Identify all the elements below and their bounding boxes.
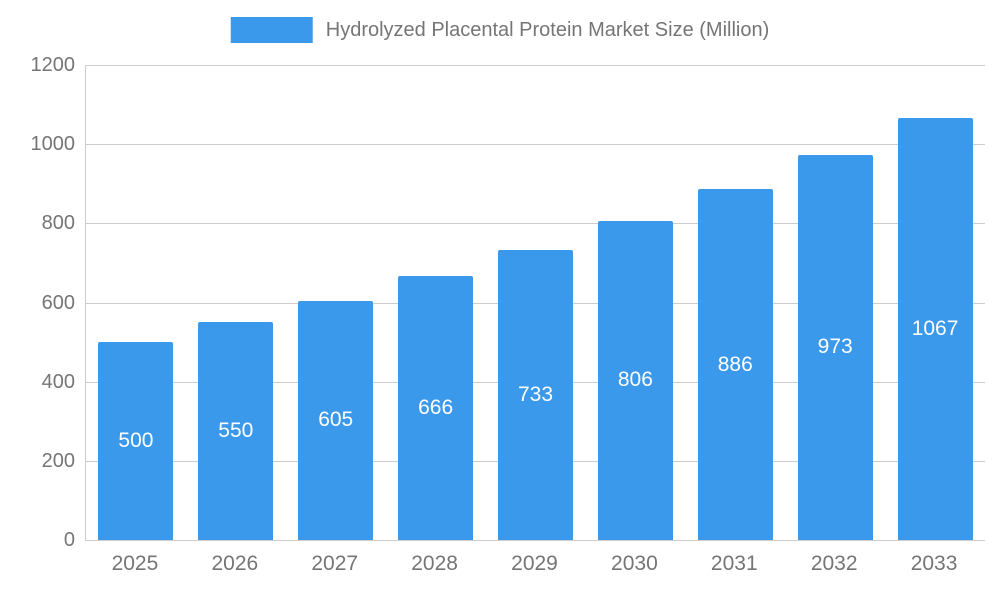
legend-label: Hydrolyzed Placental Protein Market Size… (325, 18, 770, 41)
x-axis-tick-label: 2027 (311, 552, 359, 575)
bar-slot-2026: 550 (186, 65, 286, 540)
legend-color-swatch (230, 17, 313, 43)
x-axis-tick-label: 2025 (111, 552, 159, 575)
bar-value-label: 973 (817, 335, 853, 359)
bar-slot-2031: 886 (685, 65, 785, 540)
bar-slot-2025: 500 (86, 65, 186, 540)
bar-slot-2033: 1067 (885, 65, 985, 540)
bar-slot-2032: 973 (785, 65, 885, 540)
y-axis-tick-label: 0 (63, 529, 75, 551)
bar-2029: 733 (498, 249, 573, 540)
bar-2032: 973 (797, 154, 873, 540)
bar-2030: 806 (597, 220, 673, 540)
y-axis-tick-label: 1200 (30, 54, 76, 76)
x-axis-tick-label: 2032 (810, 552, 858, 575)
x-axis-tick-label: 2033 (910, 552, 958, 575)
gridline (86, 65, 985, 66)
y-axis-tick-label: 400 (41, 370, 75, 393)
y-axis-tick-label: 600 (41, 291, 75, 314)
gridline (86, 223, 985, 225)
y-axis-tick-label: 1000 (30, 133, 76, 156)
chart-legend[interactable]: Hydrolyzed Placental Protein Market Size… (230, 17, 770, 43)
x-axis: 2025 2026 2027 2028 2029 2030 2031 2032 2033 (85, 552, 984, 576)
bar-2033: 1067 (897, 117, 973, 540)
bar-slot-2030: 806 (585, 65, 685, 540)
x-axis-tick-label: 2026 (211, 552, 259, 575)
x-axis-tick-label: 2028 (411, 552, 458, 575)
bar-value-label: 733 (517, 382, 554, 406)
bar-slot-2027: 605 (286, 65, 386, 540)
bar-2028: 666 (398, 276, 474, 540)
plot-area: 500 550 605 666 733 806 886 973 1067 (85, 65, 985, 541)
bar-value-label: 666 (418, 396, 454, 420)
gridline (86, 144, 985, 146)
y-axis-tick-label: 800 (41, 212, 75, 235)
bar-value-label: 886 (717, 352, 753, 376)
bar-2025: 500 (98, 342, 174, 540)
x-axis-tick-label: 2029 (511, 552, 558, 575)
bar-2027: 605 (298, 300, 374, 540)
bar-slot-2028: 666 (386, 65, 486, 540)
x-axis-tick-label: 2030 (611, 552, 658, 575)
bar-value-label: 605 (318, 408, 354, 432)
bar-value-label: 806 (617, 368, 653, 392)
y-axis-tick-label: 200 (41, 449, 75, 472)
bar-value-label: 550 (218, 419, 254, 443)
bar-value-label: 500 (118, 429, 154, 453)
bar-2031: 886 (697, 189, 773, 540)
bar-2026: 550 (198, 322, 274, 540)
bar-value-label: 1067 (911, 316, 959, 340)
x-axis-tick-label: 2031 (710, 552, 758, 575)
bar-slot-2029: 733 (486, 65, 586, 540)
y-axis: 0 200 400 600 800 1000 1200 (0, 55, 76, 550)
